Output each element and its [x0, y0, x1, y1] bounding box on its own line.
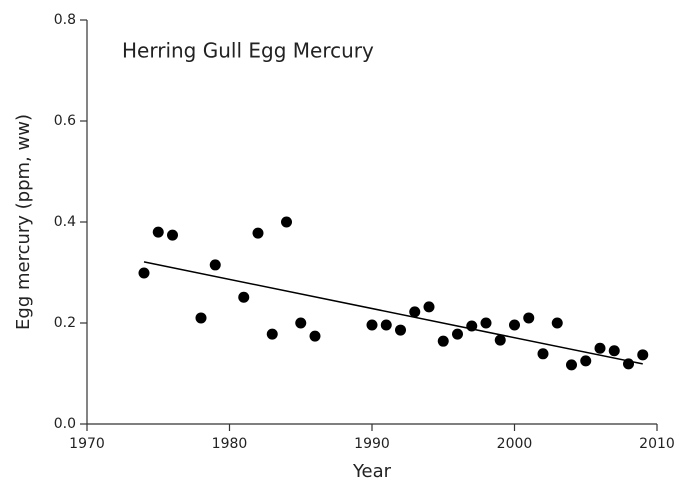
data-point	[452, 328, 463, 340]
data-point	[395, 324, 406, 336]
data-point	[437, 335, 449, 347]
y-axis-label: Egg mercury (ppm, ww)	[13, 114, 34, 330]
data-point	[409, 306, 421, 318]
data-point	[167, 229, 178, 241]
chart-title: Herring Gull Egg Mercury	[122, 39, 374, 63]
data-point	[551, 317, 563, 329]
y-tick-label: 0.0	[54, 416, 76, 432]
data-point	[295, 317, 307, 329]
data-point	[580, 355, 592, 367]
x-tick-label: 1990	[354, 436, 390, 452]
y-tick-label: 0.4	[54, 214, 76, 230]
data-point	[523, 312, 535, 324]
data-point	[608, 345, 620, 357]
data-point	[537, 348, 549, 360]
x-tick-label: 2000	[497, 436, 533, 452]
y-tick-label: 0.6	[54, 113, 76, 129]
data-point	[509, 319, 520, 331]
data-point	[152, 226, 164, 238]
y-tick-label: 0.8	[54, 12, 76, 28]
x-tick-label: 1970	[69, 436, 105, 452]
data-point	[423, 301, 435, 313]
data-point	[480, 317, 492, 329]
data-point	[309, 330, 321, 342]
data-point	[195, 312, 207, 324]
data-point	[252, 227, 264, 239]
x-tick-label: 2010	[639, 436, 675, 452]
data-point	[238, 291, 250, 303]
data-point	[466, 320, 478, 332]
x-axis-label: Year	[352, 461, 392, 482]
data-point	[281, 216, 292, 228]
data-point	[366, 319, 378, 331]
data-point	[494, 334, 506, 346]
data-point	[566, 359, 577, 371]
data-point	[266, 328, 278, 340]
trend-line	[143, 261, 643, 365]
x-tick-label: 1980	[212, 436, 248, 452]
data-point	[594, 342, 606, 354]
data-point	[209, 259, 221, 271]
data-point	[623, 358, 634, 370]
data-point	[637, 349, 649, 361]
data-point	[138, 267, 150, 279]
data-point	[380, 319, 392, 331]
y-tick-label: 0.2	[54, 315, 76, 331]
